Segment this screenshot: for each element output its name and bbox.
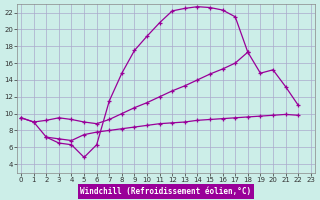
X-axis label: Windchill (Refroidissement éolien,°C): Windchill (Refroidissement éolien,°C)	[80, 187, 252, 196]
